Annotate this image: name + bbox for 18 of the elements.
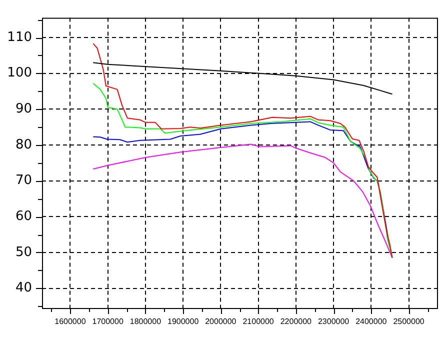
x-tick-label: 2200000 bbox=[280, 317, 312, 326]
y-tick-label: 90 bbox=[15, 102, 32, 117]
y-tick-label: 50 bbox=[15, 244, 32, 260]
x-tick-label: 1800000 bbox=[130, 317, 162, 326]
x-tick-label: 1600000 bbox=[54, 317, 86, 326]
y-tick-label: 60 bbox=[15, 209, 32, 224]
x-tick-label: 2300000 bbox=[318, 317, 350, 326]
x-tick-label: 1700000 bbox=[92, 317, 124, 326]
x-tick-label: 2400000 bbox=[356, 317, 388, 326]
y-tick-label: 100 bbox=[7, 66, 32, 81]
x-tick-label: 2500000 bbox=[393, 317, 425, 326]
x-tick-label: 2100000 bbox=[242, 317, 274, 326]
x-tick-label: 2000000 bbox=[205, 317, 237, 326]
y-tick-label: 70 bbox=[15, 173, 32, 188]
y-tick-label: 80 bbox=[15, 137, 32, 152]
y-tick-label: 40 bbox=[15, 280, 32, 296]
y-tick-label: 110 bbox=[7, 30, 32, 45]
x-tick-label: 1900000 bbox=[167, 317, 200, 326]
